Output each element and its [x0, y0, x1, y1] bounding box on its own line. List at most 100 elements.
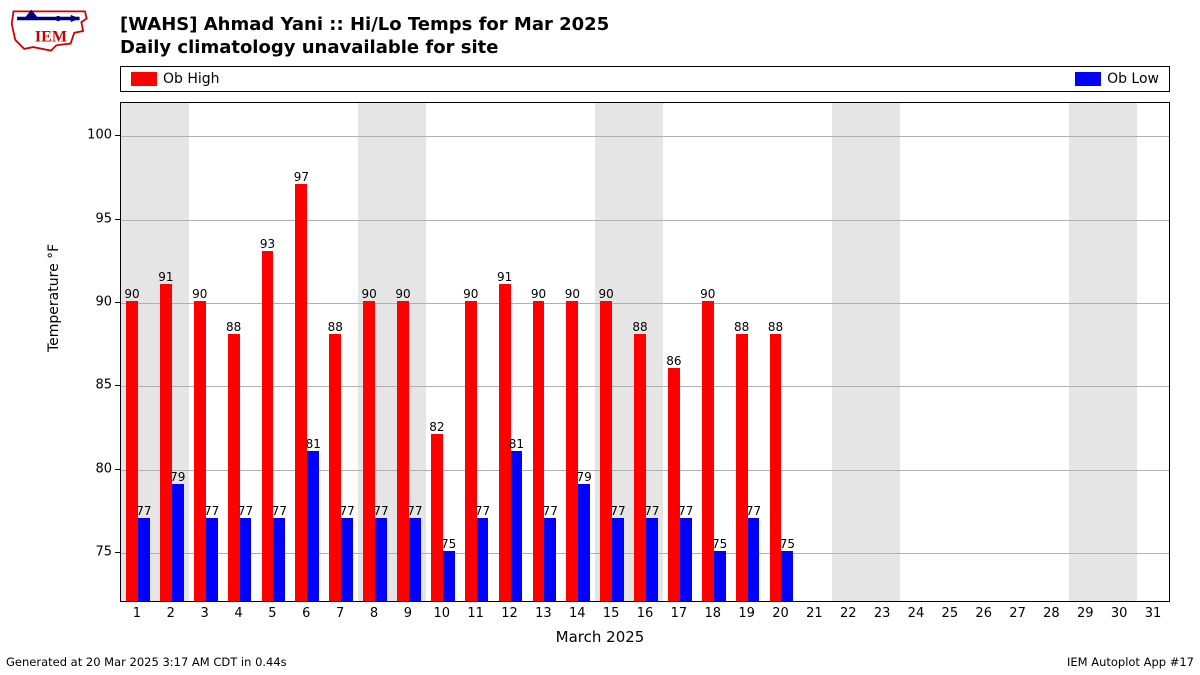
bar-low-label: 77 [475, 504, 490, 518]
bar-high-label: 90 [395, 287, 410, 301]
bar-high-label: 97 [294, 170, 309, 184]
bar-low [612, 518, 624, 601]
legend-low-label: Ob Low [1107, 71, 1159, 87]
xtick-label: 28 [1043, 606, 1060, 621]
bar-high-label: 90 [463, 287, 478, 301]
xtick-label: 1 [133, 606, 141, 621]
bar-low [477, 518, 489, 601]
xtick-label: 11 [467, 606, 484, 621]
y-axis-label: Temperature °F [46, 244, 62, 352]
bar-high [533, 301, 545, 601]
weekend-band [832, 103, 900, 601]
title-line-1: [WAHS] Ahmad Yani :: Hi/Lo Temps for Mar… [120, 14, 609, 37]
xtick-label: 8 [370, 606, 378, 621]
ytick-label: 90 [72, 295, 112, 310]
xtick-label: 5 [268, 606, 276, 621]
xtick-label: 23 [874, 606, 891, 621]
bar-low-label: 77 [543, 504, 558, 518]
svg-text:IEM: IEM [35, 29, 67, 46]
bar-high [194, 301, 206, 601]
xtick-label: 24 [908, 606, 925, 621]
bar-high-label: 88 [734, 320, 749, 334]
legend-high-swatch [131, 72, 157, 86]
bar-high [668, 368, 680, 601]
bar-low [511, 451, 523, 601]
bar-low [748, 518, 760, 601]
bar-high-label: 91 [158, 270, 173, 284]
bar-high-label: 90 [531, 287, 546, 301]
xtick-label: 9 [404, 606, 412, 621]
bar-high [770, 334, 782, 601]
bar-low-label: 79 [170, 470, 185, 484]
bar-high [160, 284, 172, 601]
bar-low-label: 77 [204, 504, 219, 518]
ytick-label: 80 [72, 461, 112, 476]
bar-low-label: 81 [509, 437, 524, 451]
grid-line [121, 220, 1169, 221]
bar-high-label: 88 [632, 320, 647, 334]
bar-low-label: 77 [339, 504, 354, 518]
xtick-label: 12 [501, 606, 518, 621]
bar-low [240, 518, 252, 601]
xtick-label: 19 [738, 606, 755, 621]
bar-low [781, 551, 793, 601]
bar-low-label: 77 [610, 504, 625, 518]
legend: Ob High Ob Low [120, 66, 1170, 92]
xtick-label: 31 [1145, 606, 1162, 621]
bar-low-label: 77 [373, 504, 388, 518]
ytick-label: 100 [72, 128, 112, 143]
bar-low [443, 551, 455, 601]
bar-high-label: 90 [700, 287, 715, 301]
bar-high [363, 301, 375, 601]
xtick-label: 17 [671, 606, 688, 621]
bar-high-label: 90 [565, 287, 580, 301]
xtick-label: 22 [840, 606, 857, 621]
ytick-mark [115, 552, 120, 553]
xtick-label: 27 [1009, 606, 1026, 621]
bar-low-label: 75 [780, 537, 795, 551]
bar-high-label: 82 [429, 420, 444, 434]
ytick-label: 85 [72, 378, 112, 393]
xtick-label: 2 [167, 606, 175, 621]
legend-low: Ob Low [1075, 71, 1159, 87]
xtick-label: 15 [603, 606, 620, 621]
bar-low [307, 451, 319, 601]
plot-area: 9077917990778877937797818877907790778275… [120, 102, 1170, 602]
xtick-label: 16 [637, 606, 654, 621]
bar-high-label: 91 [497, 270, 512, 284]
bar-low-label: 77 [136, 504, 151, 518]
xtick-label: 29 [1077, 606, 1094, 621]
xtick-label: 7 [336, 606, 344, 621]
bar-high [736, 334, 748, 601]
bar-high-label: 90 [124, 287, 139, 301]
bar-low-label: 77 [746, 504, 761, 518]
bar-high-label: 86 [666, 354, 681, 368]
bar-low [138, 518, 150, 601]
footer-app: IEM Autoplot App #17 [1067, 655, 1194, 669]
ytick-label: 75 [72, 545, 112, 560]
bar-high [465, 301, 477, 601]
bar-low [544, 518, 556, 601]
bar-low [578, 484, 590, 601]
xtick-label: 25 [942, 606, 959, 621]
bar-low-label: 79 [577, 470, 592, 484]
title-line-2: Daily climatology unavailable for site [120, 37, 609, 60]
chart-title: [WAHS] Ahmad Yani :: Hi/Lo Temps for Mar… [120, 14, 609, 59]
bar-low [172, 484, 184, 601]
xtick-label: 4 [234, 606, 242, 621]
bar-high [228, 334, 240, 601]
bar-high [600, 301, 612, 601]
ytick-label: 95 [72, 211, 112, 226]
bar-high [431, 434, 443, 601]
bar-high [702, 301, 714, 601]
footer-generated: Generated at 20 Mar 2025 3:17 AM CDT in … [6, 655, 287, 669]
bar-low-label: 75 [712, 537, 727, 551]
xtick-label: 3 [201, 606, 209, 621]
bar-low-label: 77 [678, 504, 693, 518]
bar-low [680, 518, 692, 601]
grid-line [121, 136, 1169, 137]
bar-low [646, 518, 658, 601]
bar-low [409, 518, 421, 601]
xtick-label: 6 [302, 606, 310, 621]
x-axis-label: March 2025 [556, 628, 645, 646]
